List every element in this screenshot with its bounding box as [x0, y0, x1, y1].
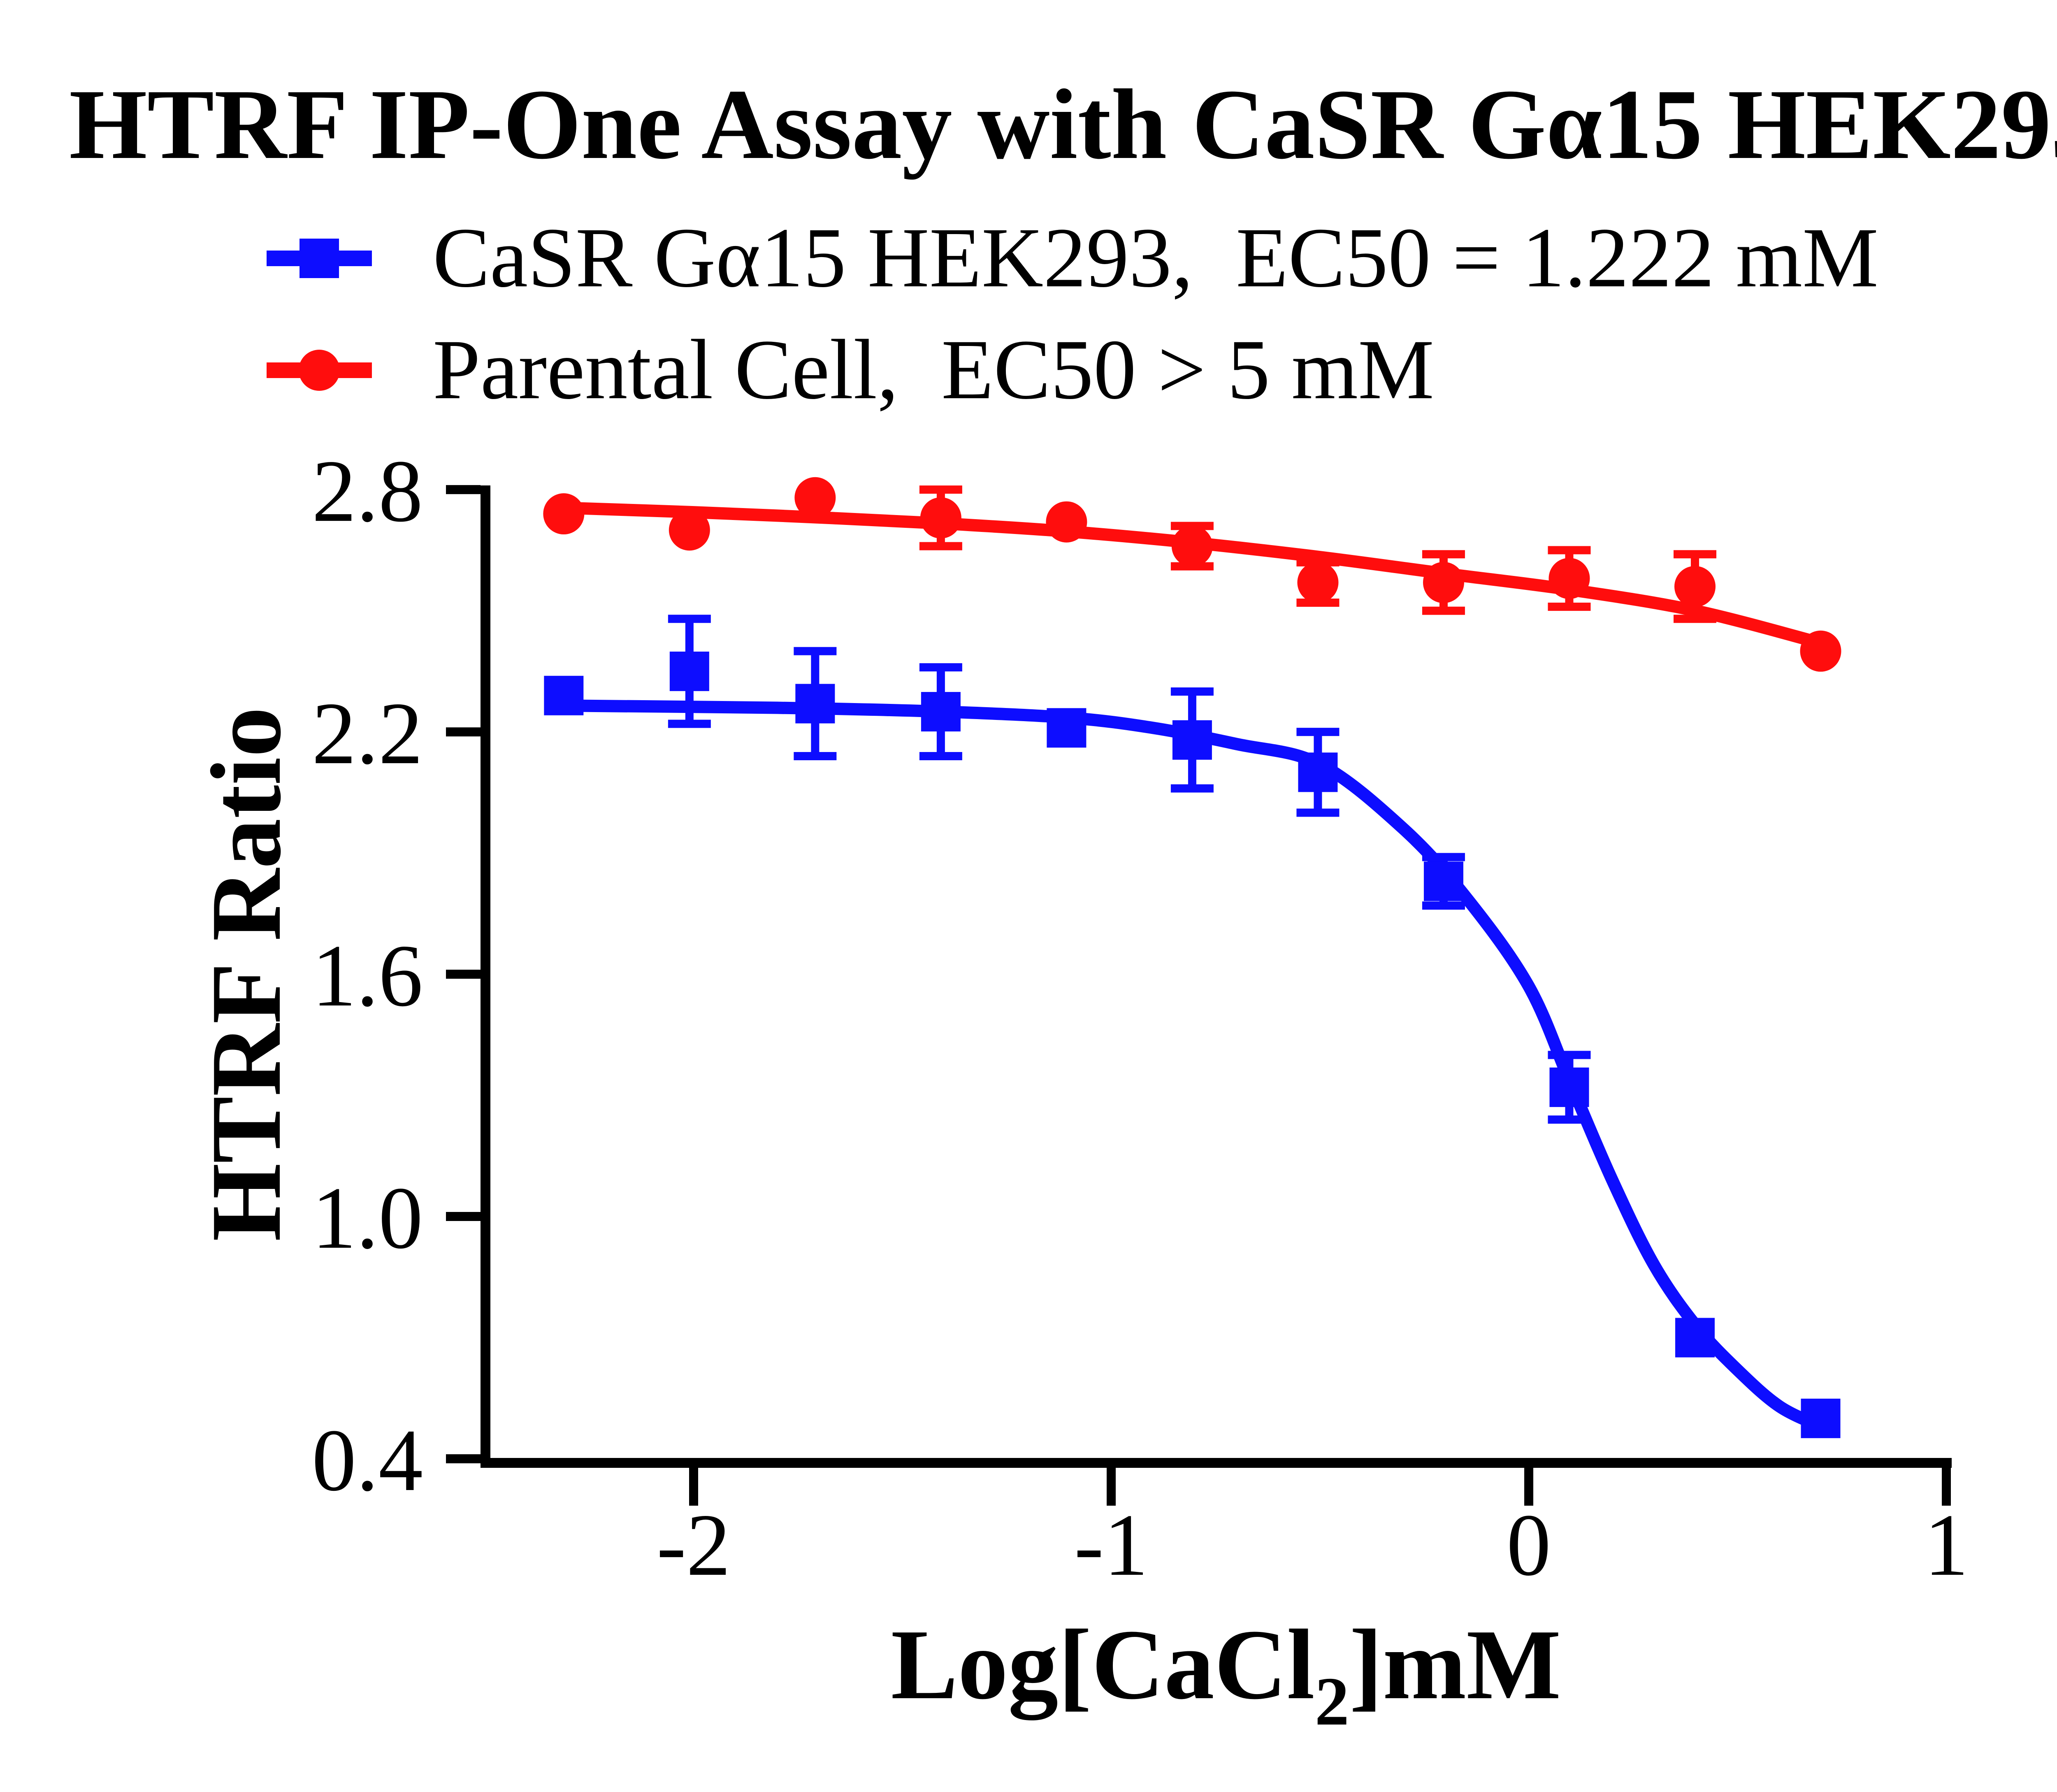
data-point-square [1549, 1067, 1589, 1107]
x-tick-label: -2 [657, 1496, 731, 1594]
data-point-square [921, 692, 961, 732]
series-parental [543, 477, 1841, 672]
chart-title: HTRF IP-One Assay with CaSR Gα15 HEK293 … [69, 69, 2057, 180]
data-point-circle [1800, 630, 1841, 672]
y-axis-label: HTRF Ratio [190, 707, 302, 1242]
data-point-circle [1046, 501, 1087, 543]
y-tick-label: 2.2 [312, 684, 423, 782]
legend-square-marker-icon [299, 239, 339, 278]
legend-circle-marker-icon [299, 350, 340, 391]
x-tick-label: -1 [1074, 1496, 1148, 1594]
y-tick-label: 1.6 [312, 926, 423, 1025]
legend-item-parental: Parental Cell, EC50 > 5 mM [267, 322, 1434, 417]
x-tick-label: 1 [1924, 1496, 1969, 1594]
data-point-circle [794, 477, 836, 518]
axes: 0.4 1.0 1.6 2.2 2.8 -2 -1 0 1 [312, 442, 1969, 1594]
data-point-square [795, 684, 835, 724]
x-axis-label-prefix: Log[CaCl [891, 1609, 1314, 1720]
legend-label-parental: Parental Cell, EC50 > 5 mM [433, 322, 1434, 417]
legend-label-casr: CaSR Gα15 HEK293, EC50 = 1.222 mM [433, 210, 1878, 305]
data-point-circle [1171, 525, 1213, 567]
data-point-square [669, 651, 709, 691]
series-casr [544, 615, 1841, 1438]
data-point-square [1675, 1318, 1715, 1358]
data-point-circle [669, 509, 710, 551]
data-point-circle [920, 497, 961, 539]
x-axis-label-subscript: 2 [1315, 1663, 1349, 1740]
data-point-circle [1674, 566, 1716, 607]
x-axis-label: Log[CaCl2]mM [891, 1609, 1561, 1740]
x-tick-label: 0 [1507, 1496, 1551, 1594]
data-point-square [1801, 1398, 1841, 1438]
data-point-circle [1297, 562, 1339, 603]
data-point-circle [1549, 558, 1590, 599]
y-tick-label: 0.4 [312, 1411, 423, 1509]
fit-curve [557, 699, 1827, 1433]
x-axis-label-suffix: ]mM [1349, 1609, 1561, 1720]
data-point-square [1298, 752, 1338, 792]
y-tick-label: 1.0 [312, 1169, 423, 1267]
legend: CaSR Gα15 HEK293, EC50 = 1.222 mM Parent… [267, 210, 1878, 417]
data-point-square [1423, 861, 1463, 901]
data-point-circle [543, 493, 585, 535]
y-tick-label: 2.8 [312, 442, 423, 540]
plot-area: 0.4 1.0 1.6 2.2 2.8 -2 -1 0 1 [312, 442, 1969, 1594]
data-point-square [544, 675, 584, 715]
data-point-square [1047, 708, 1087, 748]
legend-item-casr: CaSR Gα15 HEK293, EC50 = 1.222 mM [267, 210, 1878, 305]
data-point-circle [1423, 562, 1464, 603]
data-point-square [1172, 720, 1212, 760]
